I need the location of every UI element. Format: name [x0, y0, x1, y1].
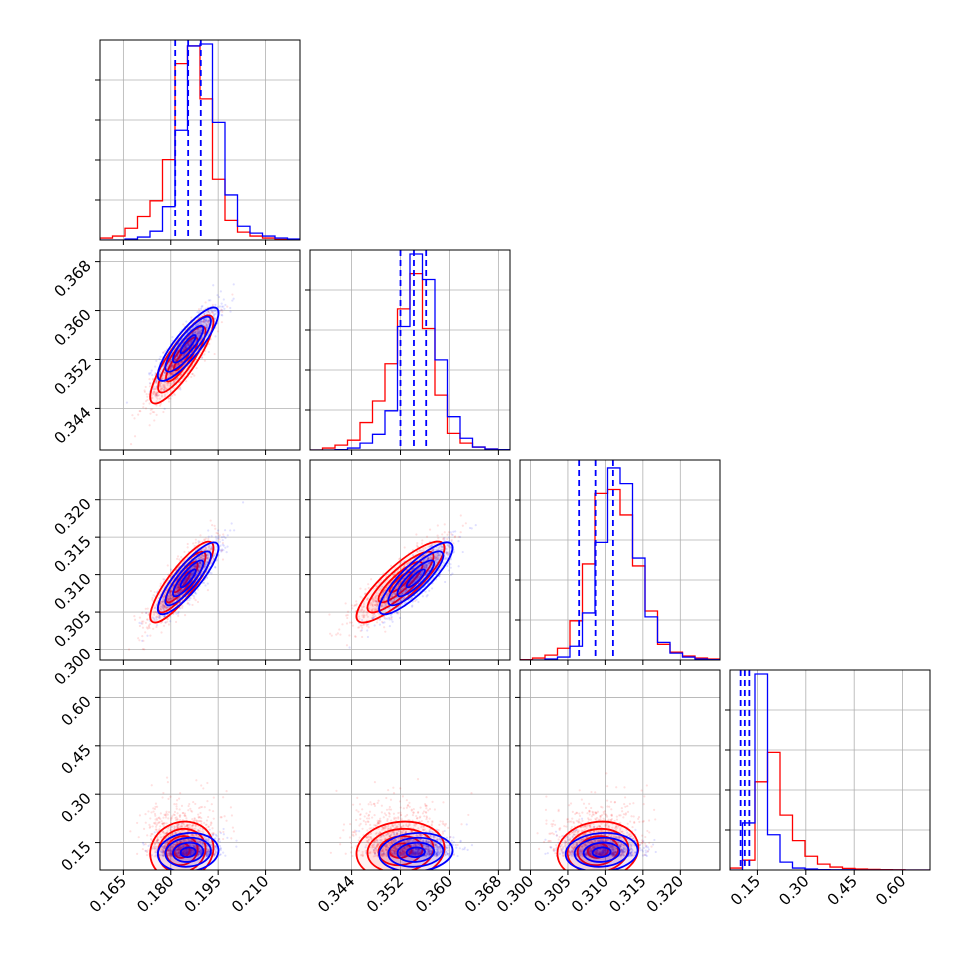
grid — [730, 670, 930, 870]
y-tick-label: 0.344 — [51, 404, 95, 448]
axes-frame — [729, 669, 931, 871]
panel-3-0: 0.165 0.180 0.195 0.210 0.15 0.30 0.45 0.60 — [58, 669, 301, 916]
x-tick-label: 0.315 — [606, 872, 650, 916]
contour-level-3 — [179, 334, 197, 355]
x-tick-label: 0.344 — [314, 872, 358, 916]
x-tick-label: 0.310 — [568, 872, 612, 916]
axes-frame — [309, 249, 511, 451]
grid — [520, 460, 720, 660]
x-tick-label: 0.180 — [133, 872, 177, 916]
y-tick-label: 0.368 — [51, 257, 95, 301]
panel-2-1 — [305, 459, 511, 665]
y-tick-label: 0.300 — [51, 645, 95, 689]
axes-frame — [99, 459, 301, 661]
histogram-blue — [730, 673, 930, 870]
x-tick-label: 0.300 — [493, 872, 537, 916]
grid — [310, 460, 510, 660]
contour-level-2 — [396, 841, 436, 863]
axes-frame — [309, 669, 511, 871]
axes-frame — [519, 459, 721, 661]
histogram-blue — [520, 467, 720, 660]
histogram-blue — [310, 253, 510, 450]
contours — [355, 540, 454, 624]
y-tick-label: 0.30 — [58, 789, 95, 826]
panel-0-0 — [95, 39, 301, 245]
x-tick-label: 0.165 — [86, 872, 130, 916]
grid — [310, 670, 510, 870]
panel-1-1 — [305, 249, 511, 455]
panel-3-1: 0.344 0.352 0.360 0.368 — [305, 669, 511, 916]
y-tick-label: 0.320 — [51, 495, 95, 539]
x-tick-label: 0.305 — [531, 872, 575, 916]
histogram-red — [520, 488, 720, 660]
y-tick-label: 0.315 — [51, 532, 95, 576]
contours — [149, 820, 220, 870]
histogram-red — [730, 751, 930, 870]
y-tick-label: 0.305 — [51, 607, 95, 651]
contour-level-3 — [388, 842, 413, 859]
grid — [100, 670, 300, 870]
contour-level-3 — [179, 846, 197, 858]
x-tick-label: 0.210 — [228, 872, 272, 916]
axes-frame — [99, 669, 301, 871]
contour-level-3 — [591, 846, 612, 858]
y-tick-label: 0.352 — [51, 355, 95, 399]
y-tick-label: 0.15 — [58, 838, 95, 875]
x-tick-label: 0.195 — [181, 872, 225, 916]
contours — [556, 820, 640, 870]
contour-level-2 — [582, 841, 621, 863]
y-tick-label: 0.310 — [51, 570, 95, 614]
x-tick-label: 0.320 — [643, 872, 687, 916]
x-tick-label: 0.352 — [363, 872, 407, 916]
panel-1-0: 0.344 0.352 0.360 0.368 — [51, 249, 301, 455]
y-tick-label: 0.45 — [58, 741, 95, 778]
axes-frame — [99, 249, 301, 451]
contour-level-3 — [405, 846, 426, 858]
axes-frame — [99, 39, 301, 241]
grid — [520, 670, 720, 870]
x-tick-label: 0.15 — [727, 872, 764, 909]
x-tick-label: 0.360 — [412, 872, 456, 916]
grid — [100, 460, 300, 660]
axes-frame — [519, 669, 721, 871]
contour-level-3 — [179, 568, 197, 589]
x-tick-label: 0.45 — [824, 872, 861, 909]
panel-2-2 — [515, 459, 721, 665]
contours — [149, 306, 220, 405]
contours — [149, 540, 220, 624]
contours — [355, 820, 454, 870]
axes-frame — [309, 459, 511, 661]
contour-level-1 — [164, 315, 212, 373]
contour-level-1 — [164, 550, 212, 607]
contour-level-2 — [172, 841, 205, 863]
y-tick-label: 0.60 — [58, 693, 95, 730]
x-tick-label: 0.60 — [872, 872, 909, 909]
contour-level-1 — [387, 550, 445, 607]
panel-3-3: 0.15 0.30 0.45 0.60 — [725, 669, 931, 909]
histogram-blue — [100, 43, 300, 240]
contour-level-0 — [378, 541, 454, 616]
x-tick-label: 0.30 — [776, 872, 813, 909]
contour-level-3 — [405, 568, 426, 589]
y-tick-label: 0.360 — [51, 306, 95, 350]
